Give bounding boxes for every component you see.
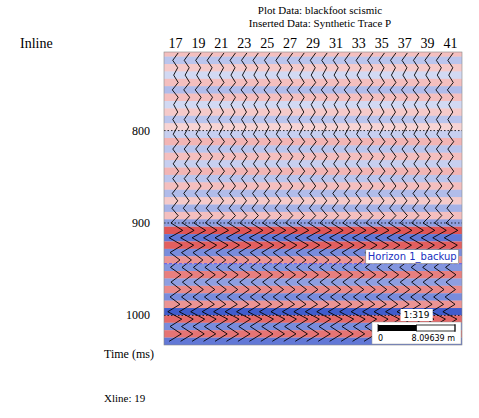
- wiggle-trace: [248, 53, 263, 341]
- x-tick-label: 19: [191, 36, 205, 51]
- wiggle-trace: [420, 53, 435, 341]
- wiggle-trace: [443, 53, 458, 341]
- grid-line: [164, 222, 462, 223]
- x-tick-label: 25: [260, 36, 274, 51]
- x-tick-label: 21: [214, 36, 228, 51]
- wiggle-trace: [374, 53, 389, 341]
- scale-title: 1:319: [404, 310, 430, 320]
- wiggle-trace: [179, 53, 194, 341]
- wiggle-trace: [328, 53, 343, 341]
- footer: Xline: 19: [104, 392, 146, 404]
- wiggle-trace: [351, 53, 366, 341]
- wiggle-trace: [225, 53, 240, 341]
- wiggle-trace: [305, 53, 320, 341]
- y-tick-label: 800: [132, 124, 150, 138]
- wiggle-trace: [386, 53, 401, 341]
- wiggle-trace: [409, 53, 424, 341]
- plot-background: [164, 52, 462, 345]
- y-axis-title: Time (ms): [104, 347, 154, 361]
- x-tick-label: 37: [398, 36, 412, 51]
- scale-tick: [455, 324, 456, 332]
- x-tick-label: 33: [352, 36, 366, 51]
- scale-title-box: [401, 309, 433, 321]
- scale-bar-segment: [378, 325, 417, 331]
- wiggle-trace: [260, 53, 275, 341]
- subtitle: Inserted Data: Synthetic Trace P: [249, 17, 391, 29]
- wiggle-trace: [191, 53, 206, 341]
- chart: Plot Data: blackfoot scismicInserted Dat…: [0, 0, 479, 418]
- x-tick-label: 29: [306, 36, 320, 51]
- wiggle-trace: [294, 53, 309, 341]
- horizon-label-box: [366, 250, 459, 264]
- x-tick-label: 23: [237, 36, 251, 51]
- x-tick-label: 39: [421, 36, 435, 51]
- y-tick-label: 1000: [126, 308, 150, 322]
- wiggle-trace: [214, 53, 229, 341]
- scale-tick: [378, 324, 379, 332]
- scale-tick-label: 0: [378, 334, 383, 343]
- x-axis-title: Inline: [20, 36, 53, 51]
- wiggle-trace: [431, 53, 446, 341]
- scale-bar-box: [372, 322, 461, 344]
- wiggle-trace: [271, 53, 286, 341]
- y-tick-label: 900: [132, 216, 150, 230]
- x-tick-label: 17: [168, 36, 182, 51]
- wiggle-trace: [168, 53, 183, 341]
- wiggle-trace: [397, 53, 412, 341]
- wiggle-trace: [363, 53, 378, 341]
- x-tick-label: 41: [444, 36, 458, 51]
- x-tick-label: 31: [329, 36, 343, 51]
- wiggle-trace: [237, 53, 252, 341]
- x-tick-label: 35: [375, 36, 389, 51]
- plot-frame: [164, 52, 462, 345]
- wiggle-trace: [282, 53, 297, 341]
- wiggle-trace: [202, 53, 217, 341]
- x-tick-label: 27: [283, 36, 297, 51]
- amplitude-band: [164, 241, 462, 248]
- wiggle-trace: [317, 53, 332, 341]
- scale-tick-label: 8.09639 m: [412, 334, 456, 343]
- horizon-label: Horizon 1_backup: [368, 251, 457, 263]
- amplitude-band: [164, 227, 462, 234]
- title: Plot Data: blackfoot scismic: [258, 4, 382, 16]
- wiggle-trace: [340, 53, 355, 341]
- plot-area: [164, 52, 462, 345]
- scale-bar-segment: [417, 325, 456, 331]
